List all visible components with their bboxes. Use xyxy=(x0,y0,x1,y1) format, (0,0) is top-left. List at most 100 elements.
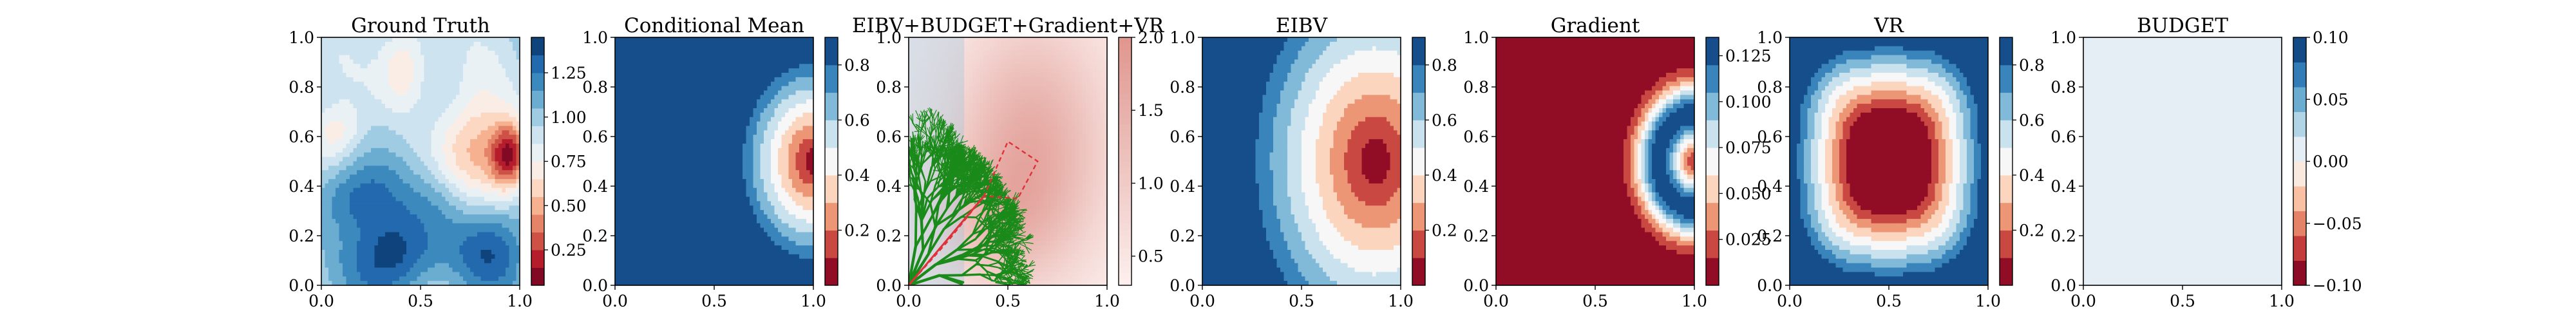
heat-cell xyxy=(806,147,811,153)
heat-cell xyxy=(668,59,672,64)
heat-cell xyxy=(385,175,390,180)
heat-cell xyxy=(417,156,421,162)
heat-cell xyxy=(509,170,513,175)
heat-cell xyxy=(421,41,425,47)
heat-cell xyxy=(343,121,347,127)
heat-cell xyxy=(399,170,404,175)
heat-cell xyxy=(357,245,361,251)
heat-cell xyxy=(399,218,404,224)
heat-cell xyxy=(463,183,468,189)
heat-cell xyxy=(421,99,425,104)
heat-cell xyxy=(428,236,432,242)
heat-cell xyxy=(654,81,658,87)
heat-cell xyxy=(774,175,779,180)
heat-cell xyxy=(502,192,506,198)
heat-cell xyxy=(466,187,471,193)
heat-cell xyxy=(421,179,425,184)
heat-cell xyxy=(343,170,347,175)
heat-cell xyxy=(392,175,397,180)
heat-cell xyxy=(470,214,475,220)
heat-cell xyxy=(661,156,665,162)
heat-cell xyxy=(343,50,347,56)
heat-cell xyxy=(750,156,754,162)
heat-cell xyxy=(760,121,764,127)
heat-cell xyxy=(753,126,757,131)
heat-cell xyxy=(788,121,793,127)
heat-cell xyxy=(364,41,368,47)
heat-cell xyxy=(774,37,779,43)
heat-cell xyxy=(360,130,365,135)
heat-cell xyxy=(739,59,743,64)
heat-cell xyxy=(466,59,471,64)
heat-cell xyxy=(732,117,736,122)
heat-cell xyxy=(381,245,386,251)
heat-cell xyxy=(350,214,354,220)
heat-cell xyxy=(498,81,503,87)
heat-cell xyxy=(707,112,712,118)
heat-cell xyxy=(750,166,754,171)
heat-cell xyxy=(381,201,386,206)
heat-cell xyxy=(625,170,630,175)
heat-cell xyxy=(325,81,329,87)
heat-cell xyxy=(442,104,446,109)
heat-cell xyxy=(495,37,499,43)
heat-cell xyxy=(392,86,397,91)
heat-cell xyxy=(774,108,779,113)
heat-cell xyxy=(739,55,743,60)
heat-cell xyxy=(424,77,428,82)
heat-cell xyxy=(332,90,336,95)
heat-cell xyxy=(452,175,457,180)
heat-cell xyxy=(516,205,520,211)
heat-cell xyxy=(625,41,630,47)
heat-cell xyxy=(735,46,740,52)
heat-cell xyxy=(682,139,687,144)
heat-cell xyxy=(385,117,390,122)
heat-cell xyxy=(410,46,414,52)
heat-cell xyxy=(321,236,326,242)
heat-cell xyxy=(442,258,446,264)
heat-cell xyxy=(778,50,782,56)
heat-cell xyxy=(466,77,471,82)
heat-cell xyxy=(343,201,347,206)
heat-cell xyxy=(516,126,520,131)
heat-cell xyxy=(406,130,411,135)
heat-cell xyxy=(406,81,411,87)
heat-cell xyxy=(395,267,400,272)
heat-cell xyxy=(473,68,478,73)
heat-cell xyxy=(385,263,390,269)
heat-cell xyxy=(388,73,393,78)
heat-cell xyxy=(378,50,383,56)
heat-cell xyxy=(428,77,432,82)
heat-cell xyxy=(622,147,627,153)
heat-cell xyxy=(650,73,655,78)
heat-cell xyxy=(413,108,418,113)
heat-cell xyxy=(399,183,404,189)
heat-cell xyxy=(728,86,733,91)
heat-cell xyxy=(629,73,634,78)
heat-cell xyxy=(732,152,736,158)
heat-cell xyxy=(618,112,623,118)
heat-cell xyxy=(325,183,329,189)
heat-cell xyxy=(484,232,489,237)
heat-cell xyxy=(343,272,347,277)
heat-cell xyxy=(498,241,503,246)
heat-cell xyxy=(502,117,506,122)
heat-cell xyxy=(449,126,453,131)
heat-cell xyxy=(360,152,365,158)
heat-cell xyxy=(724,152,729,158)
heat-cell xyxy=(491,117,496,122)
heat-cell xyxy=(767,175,772,180)
heat-cell xyxy=(378,218,383,224)
heat-cell xyxy=(442,117,446,122)
heat-cell xyxy=(442,81,446,87)
heat-cell xyxy=(353,104,357,109)
heat-cell xyxy=(328,95,333,100)
heat-cell xyxy=(449,37,453,43)
heat-cell xyxy=(325,254,329,260)
heat-cell xyxy=(325,117,329,122)
heat-cell xyxy=(675,130,679,135)
heat-cell xyxy=(774,99,779,104)
heat-cell xyxy=(413,135,418,140)
y-tick-label: 0.6 xyxy=(289,128,314,146)
heat-cell xyxy=(357,64,361,69)
